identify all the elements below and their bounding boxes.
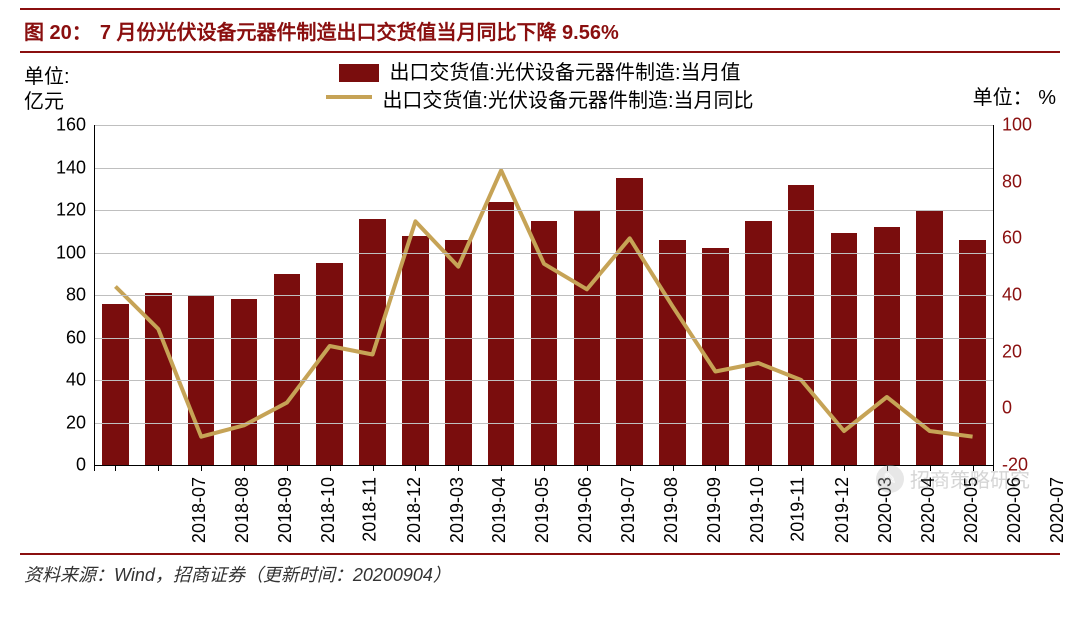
legend-line-label: 出口交货值:光伏设备元器件制造:当月同比: [382, 87, 753, 115]
y-left-tick: 40: [26, 370, 86, 391]
y-left-tick: 80: [26, 285, 86, 306]
x-label: 2019-06: [575, 477, 596, 543]
x-label: 2019-11: [788, 477, 809, 542]
y-right-tick: 80: [1002, 171, 1022, 192]
figure-title: 7 月份光伏设备元器件制造出口交货值当月同比下降 9.56%: [100, 16, 619, 45]
x-label: 2019-12: [832, 477, 853, 543]
legend-line-row: 出口交货值:光伏设备元器件制造:当月同比: [20, 87, 1060, 115]
y-left-tick: 20: [26, 412, 86, 433]
title-row: 图 20： 7 月份光伏设备元器件制造出口交货值当月同比下降 9.56%: [20, 8, 1060, 53]
y-left-tick: 60: [26, 327, 86, 348]
x-label: 2019-03: [447, 477, 468, 543]
x-label: 2019-04: [489, 477, 510, 543]
legend-bar-swatch: [339, 64, 379, 82]
x-label: 2018-07: [189, 477, 210, 543]
x-label: 2019-07: [618, 477, 639, 543]
x-label: 2018-09: [275, 477, 296, 543]
y-left-tick: 120: [26, 200, 86, 221]
x-label: 2019-08: [661, 477, 682, 543]
chart-figure: 图 20： 7 月份光伏设备元器件制造出口交货值当月同比下降 9.56% 单位:…: [20, 8, 1060, 593]
x-label: 2020-07: [1047, 477, 1068, 543]
y-right-tick: 20: [1002, 341, 1022, 362]
y-right-tick: 40: [1002, 285, 1022, 306]
x-axis-labels: 2018-07 2018-08 2018-09 2018-10 2018-11 2018-…: [94, 473, 994, 553]
x-label: 2019-05: [532, 477, 553, 543]
x-label: 2018-12: [404, 477, 425, 543]
legend: 出口交货值:光伏设备元器件制造:当月值 出口交货值:光伏设备元器件制造:当月同比: [20, 59, 1060, 115]
plot-region: 020406080100120140160-20020406080100: [94, 125, 994, 465]
x-label: 2019-10: [747, 477, 768, 543]
x-label: 2018-11: [360, 477, 381, 542]
y-left-tick: 100: [26, 242, 86, 263]
watermark-text: 招商策略研究: [910, 464, 1030, 493]
legend-bar-label: 出口交货值:光伏设备元器件制造:当月值: [389, 59, 740, 87]
figure-number: 图 20：: [24, 16, 92, 45]
y-right-tick: 100: [1002, 115, 1032, 136]
x-label: 2019-09: [704, 477, 725, 543]
x-label: 2018-10: [318, 477, 339, 543]
y-left-tick: 0: [26, 455, 86, 476]
y-right-tick: 0: [1002, 398, 1012, 419]
legend-line-swatch: [326, 95, 372, 99]
source-line: 资料来源：Wind，招商证券（更新时间：20200904）: [20, 553, 1060, 593]
y-right-tick: 60: [1002, 228, 1022, 249]
legend-bar-row: 出口交货值:光伏设备元器件制造:当月值: [20, 59, 1060, 87]
x-label: 2018-08: [232, 477, 253, 543]
watermark-icon: ✎: [876, 465, 904, 493]
y-left-tick: 140: [26, 157, 86, 178]
watermark: ✎ 招商策略研究: [876, 464, 1030, 493]
chart-area: 单位: 亿元 单位： % 出口交货值:光伏设备元器件制造:当月值 出口交货值:光…: [20, 53, 1060, 553]
y-left-tick: 160: [26, 115, 86, 136]
